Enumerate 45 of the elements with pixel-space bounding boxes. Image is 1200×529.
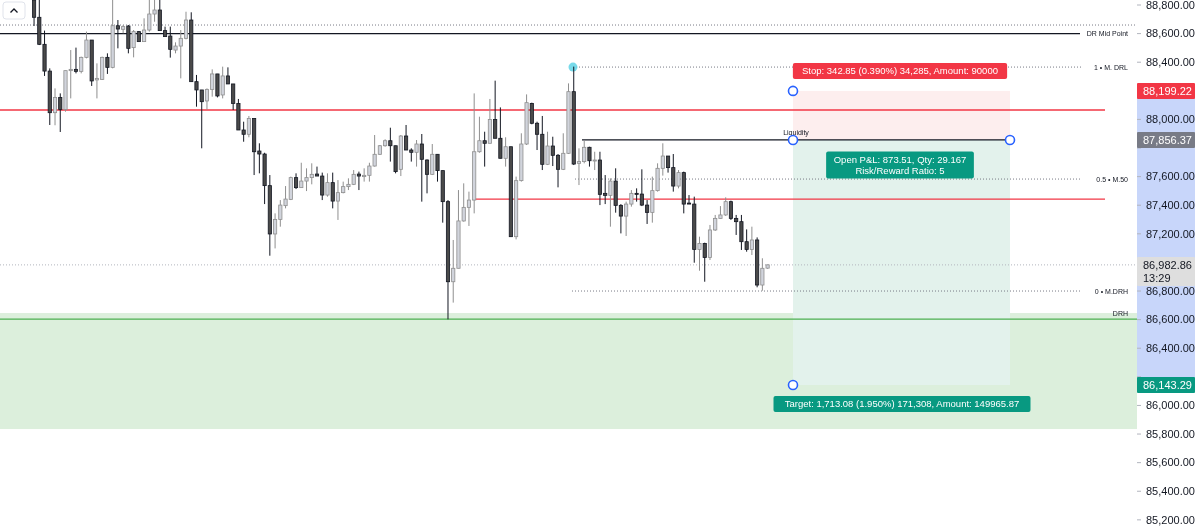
candlestick bbox=[105, 52, 110, 75]
candlestick bbox=[58, 92, 63, 133]
y-tick-label: 86,400.00 bbox=[1146, 342, 1195, 355]
y-tick-label: 87,400.00 bbox=[1146, 199, 1195, 212]
candlestick bbox=[545, 131, 550, 166]
y-tick-label: 88,600.00 bbox=[1146, 27, 1195, 40]
annotation: Stop: 342.85 (0.390%) 34,285, Amount: 90000 bbox=[802, 65, 998, 77]
annotation: Target: 1,713.08 (1.950%) 171,308, Amount: 149965.87 bbox=[784, 398, 1020, 410]
y-tick-label: 87,600.00 bbox=[1146, 170, 1195, 183]
candlestick bbox=[73, 47, 78, 74]
y-tick-label: 85,200.00 bbox=[1146, 513, 1195, 526]
y-tick-label: 86,000.00 bbox=[1146, 399, 1195, 412]
candlestick bbox=[430, 143, 435, 176]
candlestick bbox=[702, 242, 707, 283]
y-tick-label: 87,200.00 bbox=[1146, 227, 1195, 240]
candlestick bbox=[220, 66, 225, 99]
text: 87,856.37 bbox=[1143, 133, 1192, 146]
candlestick bbox=[503, 136, 508, 168]
y-tick-label: 85,800.00 bbox=[1146, 427, 1195, 440]
text: 86,982.86 13:29 bbox=[1143, 258, 1192, 284]
candlestick bbox=[482, 131, 487, 168]
y-tick-label: 88,400.00 bbox=[1146, 56, 1195, 69]
annotation: Open P&L: 873.51, Qty: 29.167 Risk/Reward Ratio: 5 bbox=[833, 153, 967, 176]
y-tick-label: 88,800.00 bbox=[1146, 0, 1195, 11]
y-tick-label: 88,000.00 bbox=[1146, 113, 1195, 126]
candlestick bbox=[52, 87, 58, 126]
candlestick bbox=[131, 29, 136, 58]
candlestick bbox=[325, 172, 330, 198]
candlestick bbox=[414, 139, 419, 168]
candlestick bbox=[330, 172, 335, 209]
candlestick bbox=[121, 24, 126, 34]
text: 86,143.29 bbox=[1143, 378, 1192, 391]
candlestick bbox=[608, 177, 613, 228]
candlestick bbox=[749, 226, 754, 256]
y-tick-label: 86,600.00 bbox=[1146, 313, 1195, 326]
candlestick bbox=[697, 236, 702, 272]
candlestick bbox=[356, 171, 361, 191]
candlestick bbox=[592, 151, 597, 171]
text: 88,199.22 bbox=[1143, 84, 1192, 97]
y-tick-label: 86,800.00 bbox=[1146, 284, 1195, 297]
y-tick-label: 85,400.00 bbox=[1146, 485, 1195, 498]
candlestick bbox=[487, 98, 492, 144]
candlestick bbox=[676, 169, 681, 189]
y-tick-label: 85,600.00 bbox=[1146, 456, 1195, 469]
candlestick bbox=[246, 115, 251, 138]
